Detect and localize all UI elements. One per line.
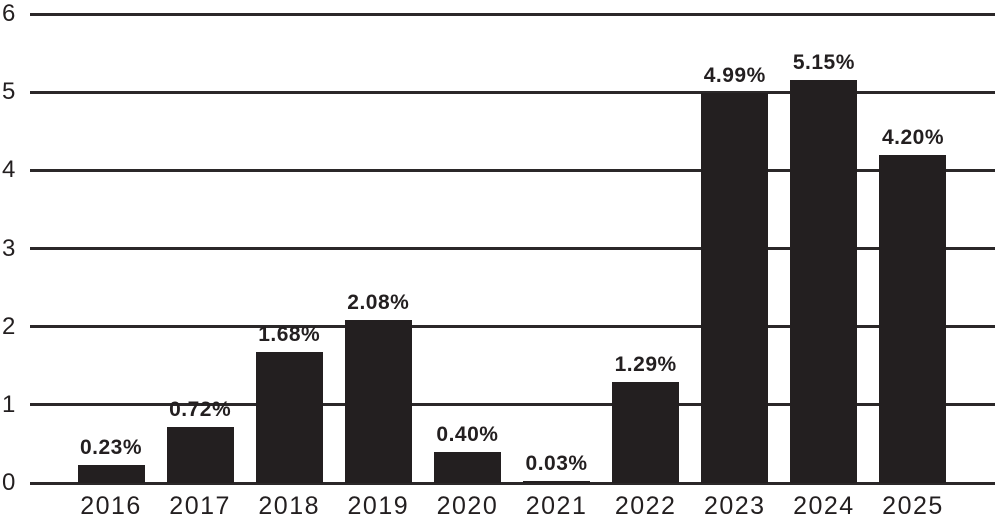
y-axis-tick-label: 5 bbox=[2, 78, 16, 106]
bar-2022 bbox=[612, 382, 680, 483]
bar-value-label: 0.72% bbox=[169, 397, 232, 421]
x-axis-tick-label: 2021 bbox=[525, 492, 588, 520]
x-axis-tick-label: 2019 bbox=[347, 492, 410, 520]
bar-value-label: 0.03% bbox=[525, 451, 588, 475]
bar-value-label: 0.23% bbox=[79, 436, 143, 460]
bar-2019 bbox=[344, 320, 412, 483]
bar-value-label: 0.40% bbox=[436, 422, 499, 446]
gridline-y-1 bbox=[30, 403, 995, 407]
x-axis-tick-label: 2017 bbox=[169, 492, 231, 520]
bar-value-label: 1.29% bbox=[614, 353, 677, 377]
bar-value-label: 5.15% bbox=[792, 51, 855, 75]
x-axis-tick-label: 2024 bbox=[793, 492, 855, 520]
x-axis-tick-label: 2022 bbox=[614, 492, 677, 520]
x-axis-tick-label: 2025 bbox=[882, 492, 944, 520]
x-axis-tick-label: 2023 bbox=[703, 492, 766, 520]
gridline-y-2 bbox=[30, 325, 995, 329]
bar-2025 bbox=[879, 154, 947, 483]
gridline-y-0 bbox=[30, 481, 995, 485]
bar-value-label: 1.68% bbox=[258, 322, 321, 346]
bar-2021 bbox=[523, 480, 591, 483]
bar-value-label: 4.99% bbox=[703, 63, 766, 87]
bar-2016 bbox=[77, 465, 145, 483]
y-axis-tick-label: 2 bbox=[2, 312, 16, 340]
bar-2017 bbox=[166, 426, 234, 483]
y-axis-tick-label: 1 bbox=[2, 390, 16, 418]
bar-2023 bbox=[701, 92, 769, 483]
x-axis-tick-label: 2020 bbox=[436, 492, 499, 520]
bar-2020 bbox=[433, 451, 501, 483]
bar-value-label: 2.08% bbox=[347, 291, 410, 315]
y-axis-tick-label: 4 bbox=[2, 156, 16, 184]
bar-2024 bbox=[790, 80, 858, 483]
bar-2018 bbox=[255, 351, 323, 483]
gridline-y-3 bbox=[30, 247, 995, 250]
gridline-y-5 bbox=[30, 90, 995, 94]
y-axis-tick-label: 6 bbox=[2, 0, 16, 27]
gridline-y-6 bbox=[30, 12, 995, 16]
y-axis-tick-label: 0 bbox=[2, 469, 16, 496]
gridline-y-4 bbox=[30, 168, 995, 172]
x-axis-tick-label: 2018 bbox=[258, 492, 321, 520]
y-axis-tick-label: 3 bbox=[2, 234, 16, 262]
x-axis-tick-label: 2016 bbox=[80, 492, 142, 520]
bar-value-label: 4.20% bbox=[881, 125, 944, 149]
